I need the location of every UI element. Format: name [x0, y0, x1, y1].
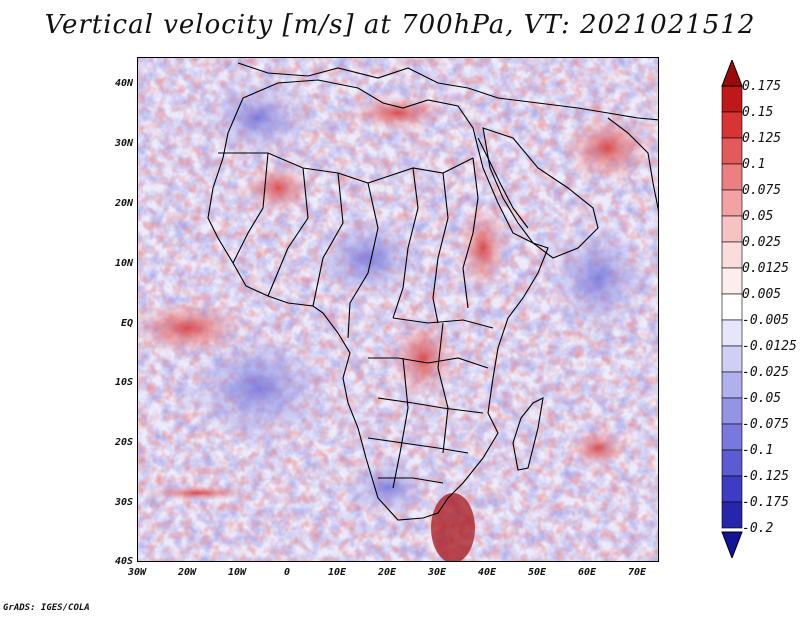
colorbar-label: 0.05 [742, 209, 774, 224]
colorbar-label: -0.075 [742, 417, 789, 432]
colorbar-swatch [721, 397, 743, 425]
field-features [138, 78, 653, 561]
colorbar-label: 0.0125 [742, 261, 789, 276]
colorbar-swatch [721, 449, 743, 477]
lon-label-60e: 60E [577, 567, 597, 578]
colorbar-bottom-arrow [721, 531, 743, 558]
colorbar-label: -0.05 [742, 391, 782, 406]
lat-label-10s: 10S [114, 377, 133, 388]
colorbar-swatch [721, 423, 743, 451]
lon-label-10w: 10W [227, 567, 247, 578]
colorbar-label: 0.125 [742, 131, 782, 146]
colorbar-label: 0.1 [742, 157, 766, 172]
colorbar-label: -0.1 [742, 443, 774, 458]
lat-label-40s: 40S [114, 556, 133, 567]
colorbar-label: 0.175 [742, 79, 782, 94]
colorbar-label: 0.005 [742, 287, 782, 302]
colorbar-label: 0.075 [742, 183, 782, 198]
lat-label-20n: 20N [114, 198, 133, 209]
credit-text: GrADS: IGES/COLA [3, 603, 90, 613]
colorbar-top-arrow [721, 60, 743, 87]
lon-label-30e: 30E [427, 567, 447, 578]
lon-label-30w: 30W [127, 567, 147, 578]
colorbar-swatch [721, 475, 743, 503]
lat-label-30s: 30S [114, 497, 133, 508]
lat-label-30n: 30N [114, 138, 133, 149]
colorbar-swatch [721, 319, 743, 347]
colorbar-label: 0.025 [742, 235, 782, 250]
colorbar-label: -0.125 [742, 469, 789, 484]
lon-label-20w: 20W [177, 567, 197, 578]
colorbar-swatch [721, 85, 743, 113]
colorbar-label: -0.025 [742, 365, 789, 380]
colorbar-swatch [721, 293, 743, 321]
lon-label-40e: 40E [477, 567, 497, 578]
coastlines-and-borders [207, 62, 658, 521]
colorbar-label: -0.005 [742, 313, 789, 328]
lon-label-10e: 10E [327, 567, 347, 578]
colorbar-swatch [721, 215, 743, 243]
colorbar-swatch [721, 111, 743, 139]
colorbar-label: -0.0125 [742, 339, 797, 354]
lon-label-70e: 70E [627, 567, 647, 578]
vertical-velocity-map [138, 58, 658, 561]
colorbar-swatch [721, 345, 743, 373]
colorbar-swatch [721, 267, 743, 295]
colorbar-swatch [721, 371, 743, 399]
lon-label-50e: 50E [527, 567, 547, 578]
chart-title: Vertical velocity [m/s] at 700hPa, VT: 2… [44, 10, 756, 40]
colorbar-label: -0.175 [742, 495, 789, 510]
colorbar-label: 0.15 [742, 105, 774, 120]
colorbar-swatch [721, 163, 743, 191]
lat-label-40n: 40N [114, 78, 133, 89]
lat-label-eq: EQ [120, 318, 133, 329]
colorbar-swatch [721, 189, 743, 217]
colorbar [721, 60, 743, 558]
colorbar-label: -0.2 [742, 521, 774, 536]
lon-label-0: 0 [283, 567, 291, 578]
colorbar-swatch [721, 137, 743, 165]
colorbar-swatch [721, 241, 743, 269]
map-panel [137, 57, 659, 562]
lon-label-20e: 20E [377, 567, 397, 578]
lat-label-10n: 10N [114, 258, 133, 269]
colorbar-swatch [721, 501, 743, 529]
lat-label-20s: 20S [114, 437, 133, 448]
